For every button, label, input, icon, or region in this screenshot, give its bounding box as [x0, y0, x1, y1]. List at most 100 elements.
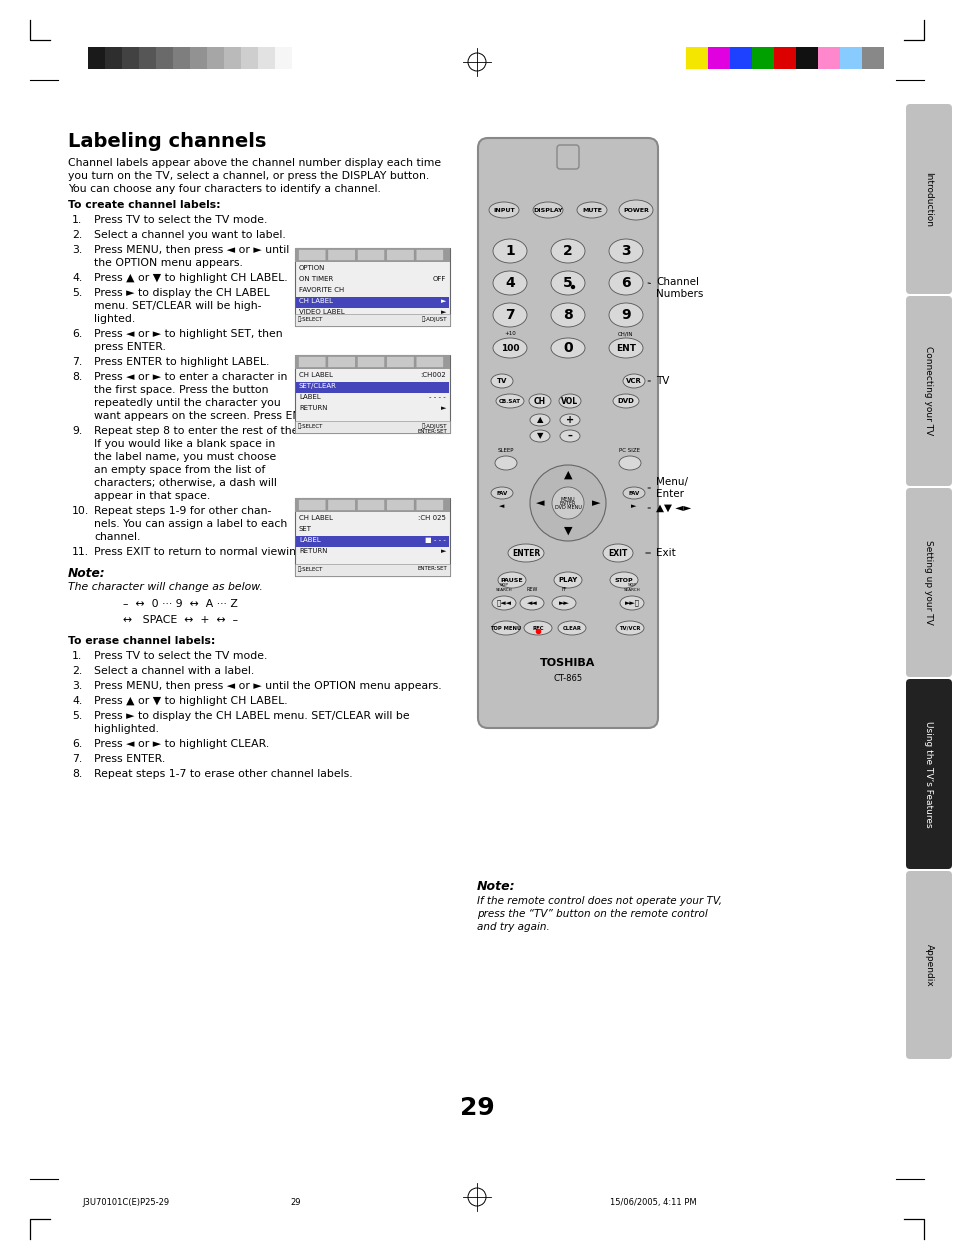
Text: 3.: 3.: [71, 681, 82, 691]
FancyBboxPatch shape: [416, 249, 443, 261]
Ellipse shape: [492, 621, 519, 635]
Bar: [292, 47, 309, 69]
FancyBboxPatch shape: [477, 138, 658, 728]
Bar: [156, 47, 172, 69]
Text: :CH002: :CH002: [420, 371, 446, 378]
Text: Ⓜ:ADJUST
ENTER:SET: Ⓜ:ADJUST ENTER:SET: [416, 423, 447, 434]
Text: Exit: Exit: [645, 548, 675, 558]
Text: TV: TV: [497, 378, 507, 384]
Ellipse shape: [533, 201, 562, 218]
Text: 8.: 8.: [71, 769, 82, 779]
Text: FAVORITE CH: FAVORITE CH: [298, 287, 344, 293]
Ellipse shape: [608, 239, 642, 263]
Text: VCR: VCR: [625, 378, 641, 384]
Text: menu. SET/CLEAR will be high-: menu. SET/CLEAR will be high-: [94, 301, 261, 311]
Ellipse shape: [493, 271, 526, 295]
Ellipse shape: [618, 456, 640, 470]
Ellipse shape: [552, 596, 576, 611]
Text: Press ◄ or ► to highlight CLEAR.: Press ◄ or ► to highlight CLEAR.: [94, 739, 269, 749]
Circle shape: [571, 286, 574, 288]
FancyBboxPatch shape: [386, 356, 414, 368]
Text: Channel labels appear above the channel number display each time: Channel labels appear above the channel …: [68, 157, 440, 167]
Ellipse shape: [493, 337, 526, 358]
Ellipse shape: [495, 456, 517, 470]
Text: Select a channel with a label.: Select a channel with a label.: [94, 666, 254, 676]
Bar: [294, 248, 450, 262]
Text: Press MENU, then press ◄ or ► until: Press MENU, then press ◄ or ► until: [94, 246, 289, 256]
Text: Ⓜ:SELECT: Ⓜ:SELECT: [297, 316, 323, 321]
Text: Press ◄ or ► to enter a character in: Press ◄ or ► to enter a character in: [94, 371, 287, 381]
FancyBboxPatch shape: [416, 356, 443, 368]
Text: 2: 2: [562, 244, 572, 258]
Text: REW: REW: [526, 587, 537, 592]
Text: CLEAR: CLEAR: [562, 626, 581, 631]
Text: Press ► to display the CH LABEL menu. SET/CLEAR will be: Press ► to display the CH LABEL menu. SE…: [94, 711, 409, 721]
Text: FF: FF: [560, 587, 566, 592]
Text: Note:: Note:: [476, 880, 515, 893]
Ellipse shape: [489, 201, 518, 218]
Text: REC: REC: [532, 626, 543, 631]
Text: INPUT: INPUT: [493, 208, 515, 213]
Text: STOP: STOP: [614, 578, 633, 583]
FancyBboxPatch shape: [905, 104, 951, 295]
Text: ►: ►: [440, 308, 446, 315]
Text: 1: 1: [504, 244, 515, 258]
Text: 8: 8: [562, 308, 572, 322]
Text: VOL: VOL: [561, 397, 578, 405]
Text: Press ENTER.: Press ENTER.: [94, 754, 165, 764]
Text: ENT: ENT: [616, 344, 636, 353]
Ellipse shape: [602, 544, 633, 562]
Text: ▼: ▼: [537, 432, 542, 441]
Text: appear in that space.: appear in that space.: [94, 491, 210, 501]
Bar: [862, 47, 883, 69]
Text: VIDEO LABEL: VIDEO LABEL: [298, 308, 344, 315]
Ellipse shape: [609, 572, 638, 588]
Text: Channel
Numbers: Channel Numbers: [647, 277, 702, 298]
Text: Ⓜ:ADJUST: Ⓜ:ADJUST: [421, 316, 447, 321]
Bar: [294, 355, 450, 433]
Text: 9.: 9.: [71, 426, 82, 436]
Text: If the remote control does not operate your TV,: If the remote control does not operate y…: [476, 896, 721, 906]
Text: CB.SAT: CB.SAT: [498, 399, 520, 403]
Text: –  ↔  0 ··· 9  ↔  A ··· Z: – ↔ 0 ··· 9 ↔ A ··· Z: [123, 599, 237, 609]
Ellipse shape: [529, 394, 551, 408]
Text: 11.: 11.: [71, 546, 89, 556]
FancyBboxPatch shape: [386, 249, 414, 261]
Text: OFF: OFF: [432, 276, 446, 282]
Text: To erase channel labels:: To erase channel labels:: [68, 636, 215, 646]
Text: –: –: [567, 431, 572, 441]
Text: TV/VCR: TV/VCR: [618, 626, 640, 631]
Ellipse shape: [554, 572, 581, 588]
Text: 4.: 4.: [71, 696, 82, 706]
Bar: [295, 381, 449, 393]
Text: TV: TV: [647, 376, 669, 387]
Text: FAV: FAV: [628, 491, 639, 496]
Ellipse shape: [551, 337, 584, 358]
Ellipse shape: [608, 337, 642, 358]
Text: MENU: MENU: [560, 496, 575, 501]
Text: DVD: DVD: [617, 398, 634, 404]
Text: 5.: 5.: [71, 288, 82, 298]
Text: want appears on the screen. Press ENTER.: want appears on the screen. Press ENTER.: [94, 410, 324, 421]
Text: Introduction: Introduction: [923, 171, 933, 227]
Text: Repeat steps 1-7 to erase other channel labels.: Repeat steps 1-7 to erase other channel …: [94, 769, 353, 779]
Bar: [707, 47, 729, 69]
Text: 5: 5: [562, 276, 572, 290]
Text: 5.: 5.: [71, 711, 82, 721]
Ellipse shape: [507, 544, 543, 562]
Text: CH LABEL: CH LABEL: [298, 371, 333, 378]
Text: ON TIMER: ON TIMER: [298, 276, 333, 282]
FancyBboxPatch shape: [357, 249, 384, 261]
Ellipse shape: [618, 200, 652, 220]
Text: 2.: 2.: [71, 230, 82, 240]
FancyBboxPatch shape: [905, 488, 951, 677]
Text: SKIP
SEARCH: SKIP SEARCH: [496, 583, 512, 592]
Text: ◄: ◄: [536, 499, 543, 507]
Text: MUTE: MUTE: [581, 208, 601, 213]
Text: press ENTER.: press ENTER.: [94, 342, 166, 353]
Text: OPTION: OPTION: [298, 264, 325, 271]
Text: Press ▲ or ▼ to highlight CH LABEL.: Press ▲ or ▼ to highlight CH LABEL.: [94, 696, 287, 706]
Text: 7: 7: [505, 308, 515, 322]
Text: ENTER: ENTER: [512, 549, 539, 558]
Text: ■ - - -: ■ - - -: [425, 538, 446, 543]
